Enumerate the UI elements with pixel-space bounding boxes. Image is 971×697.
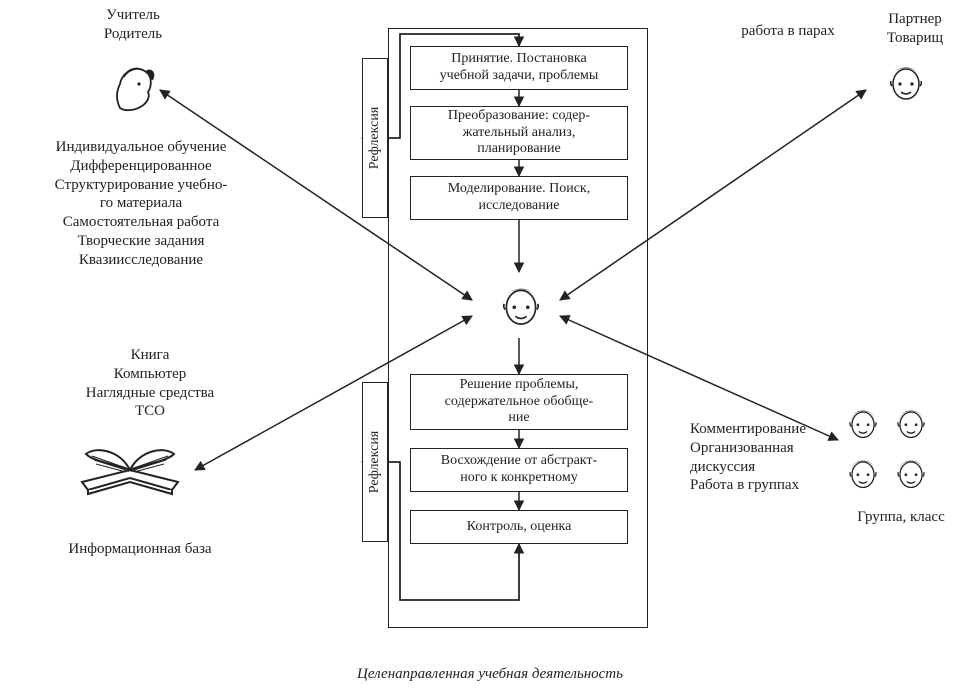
diagram-canvas: Принятие. Постановка учебной задачи, про…	[0, 0, 971, 697]
teacher-profile-icon	[106, 58, 162, 119]
reflection-box: Рефлексия	[362, 58, 388, 218]
group-class-label: Группа, класс	[846, 508, 956, 527]
flow-box-box2: Преобразование: содер- жательный анализ,…	[410, 106, 628, 160]
resource-list-text: Книга Компьютер Наглядные средства ТСО	[60, 346, 240, 421]
group-methods-text: Комментирование Организованная дискуссия…	[690, 420, 840, 495]
reflection-label: Рефлексия	[367, 431, 383, 494]
information-base-label: Информационная база	[30, 540, 250, 559]
partner-role-label: Партнер Товарищ	[870, 10, 960, 48]
diagram-caption: Целенаправленная учебная деятельность	[300, 666, 680, 683]
student-face-icon	[498, 278, 544, 337]
book-icon	[76, 432, 186, 507]
flow-box-box4: Решение проблемы, содержательное обобще-…	[410, 374, 628, 430]
individual-methods-text: Индивидуальное обучение Дифференцированн…	[16, 138, 266, 269]
pair-work-label: работа в парах	[718, 22, 858, 41]
flow-box-box1: Принятие. Постановка учебной задачи, про…	[410, 46, 628, 90]
flow-box-box5: Восхождение от абстракт- ного к конкретн…	[410, 448, 628, 492]
reflection-label: Рефлексия	[367, 107, 383, 170]
reflection-box: Рефлексия	[362, 382, 388, 542]
group-faces-icon	[846, 402, 946, 502]
flow-box-box3: Моделирование. Поиск, исследование	[410, 176, 628, 220]
teacher-role-label: Учитель Родитель	[78, 6, 188, 44]
flow-box-box6: Контроль, оценка	[410, 510, 628, 544]
partner-face-icon	[886, 58, 926, 111]
